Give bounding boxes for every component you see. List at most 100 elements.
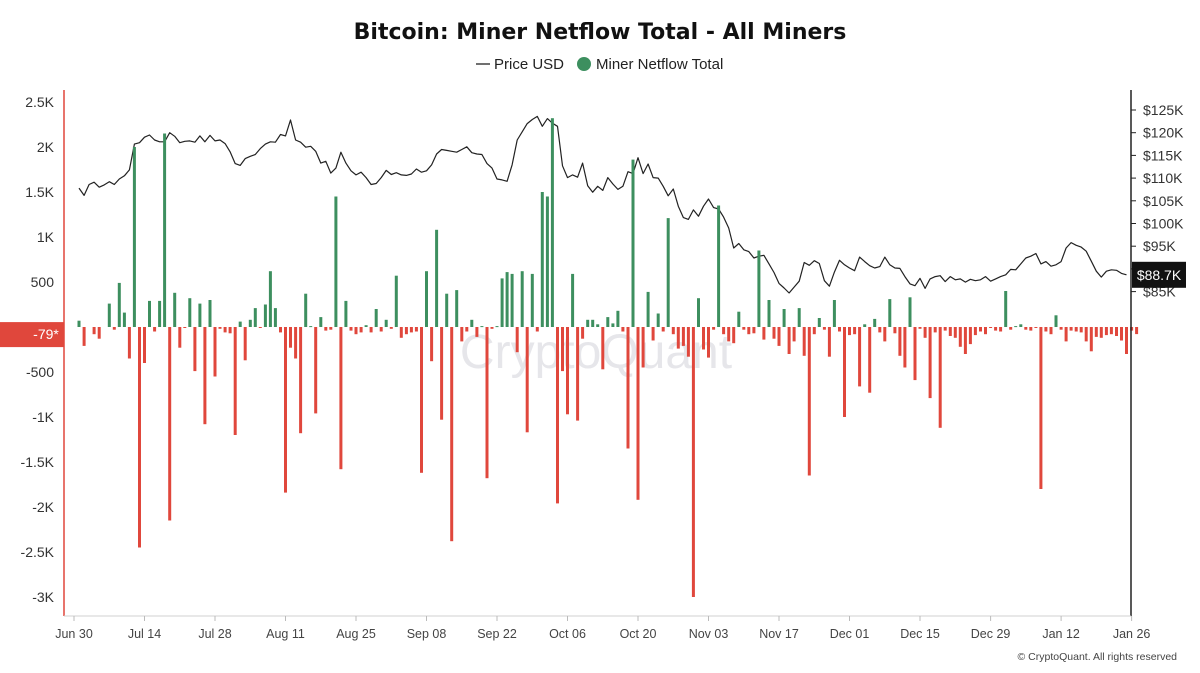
x-tick-label: Jun 30 [55,627,93,641]
netflow-bar [178,327,182,348]
netflow-bar [913,327,917,381]
netflow-bar [958,327,962,347]
netflow-bar [586,319,590,327]
netflow-bar [460,327,464,342]
netflow-bar [948,327,952,336]
chart-title: Bitcoin: Miner Netflow Total - All Miner… [354,20,847,45]
netflow-bar [238,321,242,327]
netflow-bar [561,327,564,372]
netflow-bar [732,327,736,344]
netflow-bar [707,327,710,358]
x-tick-label: Jan 12 [1042,627,1080,641]
netflow-bar [1044,327,1048,332]
netflow-bar [661,327,665,332]
netflow-bar [727,327,731,342]
netflow-bar [445,293,449,327]
netflow-bar [173,292,177,327]
netflow-bar [853,327,857,335]
netflow-bar [606,317,610,327]
netflow-bar [631,159,635,327]
x-tick-label: Oct 06 [549,627,586,641]
watermark: CryptoQuant [460,326,732,379]
netflow-bar [535,327,539,332]
netflow-bar [1125,327,1128,354]
netflow-bar [691,327,695,597]
netflow-bar [968,327,972,345]
netflow-bar [1029,327,1033,331]
netflow-bar [107,303,111,327]
left-tick-label: 1.5K [25,184,54,200]
netflow-bar [97,327,101,339]
netflow-bar [1024,327,1028,330]
netflow-bar [188,298,192,327]
current-netflow-badge: -79* [0,322,64,348]
netflow-bar [878,327,882,333]
current-price-value: $88.7K [1137,267,1182,283]
netflow-bar [284,327,287,493]
netflow-bar [127,327,131,359]
netflow-bar [495,326,499,328]
netflow-bar [752,327,756,334]
netflow-bar [520,271,524,327]
netflow-bar [394,275,398,327]
x-tick-label: Dec 01 [830,627,870,641]
netflow-bar [319,317,323,327]
netflow-bar [163,133,167,327]
netflow-bar [430,327,434,362]
netflow-bar [989,327,993,328]
netflow-bar [963,327,967,354]
netflow-bar [465,327,469,332]
netflow-bar [132,147,136,327]
netflow-bar [938,327,942,428]
netflow-bar [898,327,902,356]
netflow-bar [329,327,333,330]
netflow-bar [440,327,444,420]
netflow-bar [143,327,146,363]
netflow-bar [681,327,685,346]
x-tick-label: Nov 03 [689,627,729,641]
netflow-bar [807,327,811,476]
netflow-bar [611,323,615,327]
netflow-bar [827,327,831,357]
netflow-bar [545,196,549,327]
netflow-bar [1109,327,1113,335]
left-tick-label: -1.5K [21,454,55,470]
netflow-bar [812,327,816,335]
netflow-bar [782,309,786,327]
legend-netflow-dot-symbol [577,57,591,71]
netflow-bar [722,327,726,335]
legend: Price USD Miner Netflow Total [476,56,723,73]
netflow-bar [92,327,96,335]
netflow-bar [712,327,716,330]
legend-netflow-label[interactable]: Miner Netflow Total [596,56,723,73]
netflow-bar [1079,327,1083,333]
netflow-bar [273,308,277,327]
netflow-bar [651,327,655,341]
netflow-bar [747,327,751,335]
netflow-bar [505,272,509,327]
netflow-bar [802,327,806,356]
netflow-bar [873,318,877,327]
netflow-bar [540,192,544,327]
netflow-bar [616,310,620,327]
x-tick-label: Oct 20 [620,627,657,641]
left-tick-label: -500 [26,364,54,380]
netflow-bar [309,326,313,328]
netflow-bar [349,327,353,331]
netflow-bar [399,327,403,338]
left-tick-label: 1K [37,229,55,245]
left-tick-label: 2K [37,139,55,155]
netflow-bar [82,327,86,346]
netflow-bar [571,273,575,327]
netflow-bar [1094,327,1098,337]
netflow-bar [253,308,257,327]
netflow-bar [268,271,272,327]
netflow-bar [425,271,428,327]
netflow-bar [77,320,81,327]
netflow-bar [777,327,781,346]
x-tick-label: Nov 17 [759,627,799,641]
x-axis-ticks: Jun 30 Jul 14 Jul 28 Aug 11 Aug 25 Sep 08 Sep … [55,616,1150,641]
legend-price-label[interactable]: Price USD [494,56,564,73]
x-tick-label: Aug 25 [336,627,376,641]
netflow-bar [596,324,600,327]
